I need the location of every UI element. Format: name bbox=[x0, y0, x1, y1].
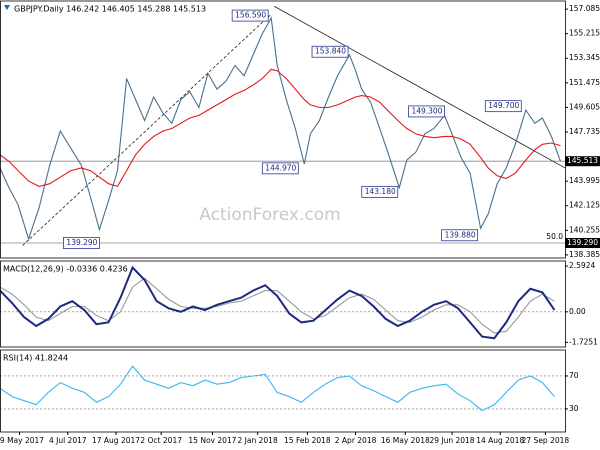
y-tick-label: 138.385 bbox=[569, 250, 600, 259]
x-tick-label: 15 Nov 2017 bbox=[188, 436, 236, 445]
x-tick-label: 16 May 2018 bbox=[381, 436, 430, 445]
y-tick-label: 151.475 bbox=[569, 78, 600, 87]
y-tick-label: 157.085 bbox=[569, 4, 600, 13]
annotation-label: 144.970 bbox=[265, 163, 296, 172]
level-label: 50.0 bbox=[546, 232, 563, 241]
y-tick-label: -1.7251 bbox=[569, 337, 598, 346]
annotation-label: 143.180 bbox=[365, 187, 396, 196]
x-tick-label: 15 Feb 2018 bbox=[284, 436, 331, 445]
panel-title: GBPJPY.Daily 146.242 146.405 145.288 145… bbox=[14, 5, 206, 14]
panel-title: MACD(12,26,9) -0.0336 0.4236 bbox=[3, 265, 128, 274]
annotation-label: 156.590 bbox=[235, 11, 266, 20]
series-line bbox=[0, 68, 561, 188]
y-tick-label: 147.735 bbox=[569, 127, 600, 136]
x-tick-label: 4 Jul 2017 bbox=[49, 436, 87, 445]
panel-border bbox=[0, 0, 566, 259]
panel-border bbox=[0, 260, 566, 348]
x-tick-label: 2 Apr 2018 bbox=[335, 436, 377, 445]
price-label-box bbox=[565, 238, 600, 249]
y-tick-label: 0.00 bbox=[569, 307, 586, 316]
annotation-box bbox=[231, 9, 269, 22]
annotation-box bbox=[441, 229, 479, 242]
x-tick-label: 27 Sep 2018 bbox=[522, 436, 570, 445]
y-tick-label: 155.215 bbox=[569, 29, 600, 38]
price-label: 139.290 bbox=[567, 238, 598, 247]
x-tick-label: 2 Jan 2018 bbox=[238, 436, 278, 445]
x-tick-label: 29 Jun 2018 bbox=[429, 436, 474, 445]
annotation-box bbox=[311, 45, 349, 58]
series-line bbox=[0, 277, 555, 334]
y-tick-label: 149.605 bbox=[569, 102, 600, 111]
trend-line bbox=[22, 13, 272, 246]
series-line bbox=[0, 265, 556, 340]
y-tick-label: 142.125 bbox=[569, 201, 600, 210]
annotation-label: 149.700 bbox=[488, 101, 519, 110]
watermark: ActionForex.com bbox=[199, 205, 340, 225]
annotation-box bbox=[361, 185, 399, 198]
y-tick-label: 140.255 bbox=[569, 225, 600, 234]
price-label-box bbox=[565, 156, 600, 167]
annotation-label: 149.300 bbox=[411, 106, 442, 115]
annotation-box bbox=[63, 237, 100, 249]
annotation-label: 139.880 bbox=[445, 230, 476, 239]
price-label: 145.513 bbox=[567, 156, 598, 165]
series-line bbox=[0, 365, 555, 412]
annotation-box bbox=[408, 105, 445, 118]
y-tick-label: 70 bbox=[569, 371, 579, 380]
annotation-label: 139.290 bbox=[66, 238, 97, 247]
title-icon bbox=[4, 5, 10, 10]
x-tick-label: 19 May 2017 bbox=[0, 436, 44, 445]
x-tick-label: 2 Oct 2017 bbox=[140, 436, 182, 445]
annotation-box bbox=[261, 162, 299, 175]
x-tick-label: 17 Aug 2017 bbox=[92, 436, 140, 445]
annotation-label: 153.840 bbox=[315, 47, 346, 56]
series-line bbox=[0, 16, 562, 241]
annotation-box bbox=[484, 100, 522, 113]
y-tick-label: 30 bbox=[569, 404, 579, 413]
y-tick-label: 153.345 bbox=[569, 53, 600, 62]
y-tick-label: 2.5924 bbox=[569, 261, 595, 270]
panel-title: RSI(14) 41.8244 bbox=[3, 354, 68, 363]
y-tick-label: 143.995 bbox=[569, 176, 600, 185]
x-tick-label: 14 Aug 2018 bbox=[476, 436, 524, 445]
panel-border bbox=[0, 349, 566, 433]
